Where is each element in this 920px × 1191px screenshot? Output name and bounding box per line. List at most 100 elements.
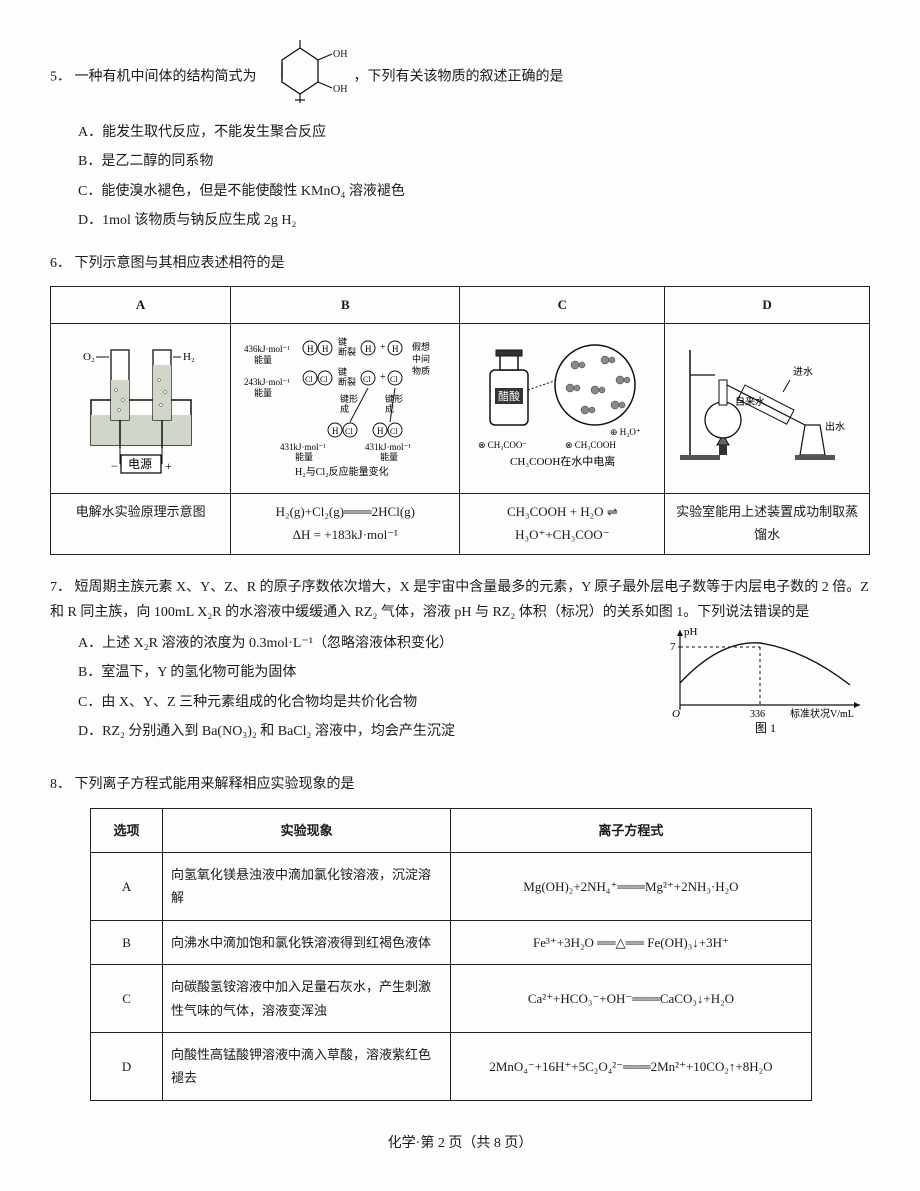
svg-text:O₂: O₂: [83, 351, 95, 363]
question-6: 6． 下列示意图与其相应表述相符的是 A B C D: [50, 251, 870, 555]
svg-text:能量: 能量: [380, 451, 398, 462]
table-row: C 向碳酸氢铵溶液中加入足量石灰水，产生刺激性气味的气体，溶液变浑浊 Ca²⁺+…: [91, 965, 812, 1033]
svg-text:+: +: [165, 459, 172, 473]
svg-text:H: H: [322, 344, 329, 354]
svg-text:H: H: [392, 344, 399, 354]
q8-d-phen: 向酸性高锰酸钾溶液中滴入草酸，溶液紫红色褪去: [163, 1033, 451, 1101]
q8-head-opt: 选项: [91, 808, 163, 852]
q6-head-b: B: [231, 287, 460, 323]
q5-molecule-diagram: OH OH: [260, 40, 350, 114]
q6-number: 6．: [50, 256, 71, 271]
q8-a-opt: A: [91, 853, 163, 921]
svg-text:图 1: 图 1: [755, 721, 776, 735]
q8-head-eq: 离子方程式: [451, 808, 811, 852]
svg-text:中间: 中间: [412, 353, 430, 364]
svg-text:Cl: Cl: [390, 427, 398, 436]
q6-desc-a: 电解水实验原理示意图: [51, 493, 231, 554]
q6-head-a: A: [51, 287, 231, 323]
q6-header-row: A B C D: [51, 287, 870, 323]
distillation-diagram: 进水 自来水 出水: [675, 330, 860, 480]
acetic-acid-diagram: 醋酸 ⊕ H₃O⁺ ⊗ CH₃COO⁻: [470, 330, 655, 480]
q5-opt-c: C．能使溴水褪色，但是不能使酸性 KMnO₄ 溶液褪色: [78, 179, 870, 204]
q8-c-opt: C: [91, 965, 163, 1033]
svg-text:H: H: [365, 344, 372, 354]
svg-text:Cl: Cl: [320, 375, 328, 384]
q8-b-eq: Fe³⁺+3H₂O ══△══ Fe(OH)₃↓+3H⁺: [451, 920, 811, 964]
svg-text:键形: 键形: [340, 393, 358, 404]
svg-text:Cl: Cl: [345, 427, 353, 436]
svg-text:7: 7: [670, 641, 676, 653]
q8-c-phen: 向碳酸氢铵溶液中加入足量石灰水，产生刺激性气味的气体，溶液变浑浊: [163, 965, 451, 1033]
svg-text:成: 成: [340, 403, 349, 414]
svg-text:436kJ·mol⁻¹: 436kJ·mol⁻¹: [244, 344, 290, 354]
svg-text:能量: 能量: [254, 387, 272, 398]
svg-text:OH: OH: [333, 49, 347, 60]
q5-opt-b: B．是乙二醇的同系物: [78, 149, 870, 174]
q6-desc-d: 实验室能用上述装置成功制取蒸馏水: [665, 493, 870, 554]
q6-cell-a: O₂ H₂ 电源 − +: [51, 323, 231, 493]
question-8: 8． 下列离子方程式能用来解释相应实验现象的是 选项 实验现象 离子方程式 A …: [50, 772, 870, 1100]
q5-opt-a: A．能发生取代反应，不能发生聚合反应: [78, 120, 870, 145]
svg-text:断裂: 断裂: [338, 346, 356, 357]
q5-stem-before: 一种有机中间体的结构简式为: [75, 69, 257, 84]
q6-cell-d: 进水 自来水 出水: [665, 323, 870, 493]
q6-cell-c: 醋酸 ⊕ H₃O⁺ ⊗ CH₃COO⁻: [460, 323, 665, 493]
svg-text:pH: pH: [684, 626, 698, 638]
svg-text:Cl: Cl: [363, 375, 371, 384]
q8-a-phen: 向氢氧化镁悬浊液中滴加氯化铵溶液，沉淀溶解: [163, 853, 451, 921]
q6-stem: 下列示意图与其相应表述相符的是: [75, 256, 285, 271]
q6-desc-row: 电解水实验原理示意图 H₂(g)+Cl₂(g)═══2HCl(g) ΔH = +…: [51, 493, 870, 554]
svg-text:Cl: Cl: [390, 375, 398, 384]
q8-table: 选项 实验现象 离子方程式 A 向氢氧化镁悬浊液中滴加氯化铵溶液，沉淀溶解 Mg…: [90, 808, 812, 1101]
svg-text:⊕ H₃O⁺: ⊕ H₃O⁺: [610, 427, 641, 437]
svg-text:自来水: 自来水: [735, 395, 765, 408]
table-row: D 向酸性高锰酸钾溶液中滴入草酸，溶液紫红色褪去 2MnO₄⁻+16H⁺+5C₂…: [91, 1033, 812, 1101]
svg-text:243kJ·mol⁻¹: 243kJ·mol⁻¹: [244, 377, 290, 387]
table-row: B 向沸水中滴加饱和氯化铁溶液得到红褐色液体 Fe³⁺+3H₂O ══△══ F…: [91, 920, 812, 964]
q7-stem: 短周期主族元素 X、Y、Z、R 的原子序数依次增大，X 是宇宙中含量最多的元素，…: [50, 580, 869, 620]
svg-text:−: −: [111, 459, 118, 473]
svg-text:H: H: [332, 426, 339, 436]
q6-diagram-row: O₂ H₂ 电源 − + 436kJ·mol⁻: [51, 323, 870, 493]
svg-text:⊗ CH₃COOH: ⊗ CH₃COOH: [565, 440, 616, 450]
q5-stem-after: ，下列有关该物质的叙述正确的是: [354, 69, 564, 84]
svg-text:OH: OH: [333, 84, 347, 95]
svg-text:H: H: [307, 344, 314, 354]
energy-diagram: 436kJ·mol⁻¹ 能量 243kJ·mol⁻¹ 能量 H H 键断裂 H …: [240, 330, 450, 480]
svg-text:431kJ·mol⁻¹: 431kJ·mol⁻¹: [365, 442, 411, 452]
page-footer: 化学·第 2 页（共 8 页）: [50, 1131, 870, 1156]
svg-text:物质: 物质: [412, 365, 430, 376]
table-row: A 向氢氧化镁悬浊液中滴加氯化铵溶液，沉淀溶解 Mg(OH)₂+2NH₄⁺═══…: [91, 853, 812, 921]
question-5: 5． 一种有机中间体的结构简式为 OH OH ，下列有关该物质的叙述正确的是 A…: [50, 40, 870, 233]
svg-text:能量: 能量: [295, 451, 313, 462]
svg-text:Cl: Cl: [305, 375, 313, 384]
q8-c-eq: Ca²⁺+HCO₃⁻+OH⁻═══CaCO₃↓+H₂O: [451, 965, 811, 1033]
svg-text:H₂与Cl₂反应能量变化: H₂与Cl₂反应能量变化: [295, 465, 389, 478]
power-label: 电源: [128, 457, 152, 471]
q8-a-eq: Mg(OH)₂+2NH₄⁺═══Mg²⁺+2NH₃·H₂O: [451, 853, 811, 921]
question-7: 7． 短周期主族元素 X、Y、Z、R 的原子序数依次增大，X 是宇宙中含量最多的…: [50, 575, 870, 755]
svg-text:键: 键: [338, 366, 347, 377]
q6-cell-b: 436kJ·mol⁻¹ 能量 243kJ·mol⁻¹ 能量 H H 键断裂 H …: [231, 323, 460, 493]
svg-text:+: +: [380, 342, 386, 353]
svg-text:醋酸: 醋酸: [498, 389, 520, 403]
svg-text:假想: 假想: [412, 341, 430, 352]
q8-number: 8．: [50, 777, 71, 792]
svg-text:H: H: [377, 426, 384, 436]
electrolysis-diagram: O₂ H₂ 电源 − +: [61, 330, 221, 480]
q6-head-c: C: [460, 287, 665, 323]
q6-head-d: D: [665, 287, 870, 323]
svg-text:O: O: [672, 708, 680, 720]
svg-text:CH₃COOH在水中电离: CH₃COOH在水中电离: [510, 454, 615, 468]
svg-text:标准状况V/mL: 标准状况V/mL: [790, 707, 854, 720]
q8-d-eq: 2MnO₄⁻+16H⁺+5C₂O₄²⁻═══2Mn²⁺+10CO₂↑+8H₂O: [451, 1033, 811, 1101]
q8-b-phen: 向沸水中滴加饱和氯化铁溶液得到红褐色液体: [163, 920, 451, 964]
q8-head-phen: 实验现象: [163, 808, 451, 852]
svg-text:键: 键: [338, 336, 347, 347]
q6-desc-c: CH₃COOH + H₂O ⇌ H₃O⁺+CH₃COO⁻: [460, 493, 665, 554]
q5-number: 5．: [50, 69, 71, 84]
svg-text:能量: 能量: [254, 354, 272, 365]
q6-desc-b: H₂(g)+Cl₂(g)═══2HCl(g) ΔH = +183kJ·mol⁻¹: [231, 493, 460, 554]
q7-plot: pH 7 336 标准状况V/mL O 图 1: [670, 625, 870, 744]
svg-text:+: +: [380, 372, 386, 383]
